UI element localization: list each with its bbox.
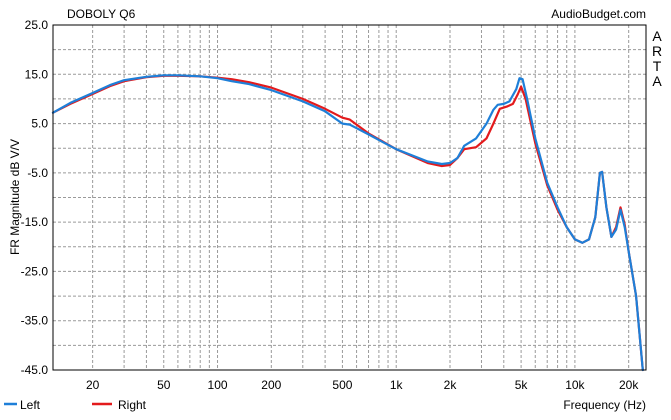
x-tick-label: 200 (261, 378, 281, 392)
y-tick-label: 25.0 (25, 18, 49, 32)
x-axis-label: Frequency (Hz) (563, 398, 646, 412)
legend: Left Right (4, 398, 147, 412)
arta-letter: R (652, 43, 662, 59)
x-tick-label: 1k (390, 378, 404, 392)
legend-left-label: Left (20, 398, 41, 412)
y-axis-label: FR Magnitude dB V/V (8, 139, 22, 255)
arta-letter: T (653, 58, 662, 74)
x-tick-label: 20k (619, 378, 639, 392)
y-tick-label: -35.0 (21, 314, 49, 328)
x-tick-label: 20 (86, 378, 100, 392)
x-tick-label: 500 (332, 378, 352, 392)
x-tick-label: 2k (444, 378, 458, 392)
x-tick-label: 5k (515, 378, 529, 392)
legend-right-label: Right (118, 398, 147, 412)
arta-letter: A (652, 28, 662, 44)
arta-letter: A (652, 73, 662, 89)
x-tick-label: 10k (565, 378, 585, 392)
x-axis-ticks: 20 50 100 200 500 1k 2k 5k 10k 20k (86, 378, 639, 392)
y-tick-label: 5.0 (31, 117, 48, 131)
series-layer (51, 74, 644, 372)
grid-lines (53, 24, 646, 371)
series-line-left (51, 74, 644, 372)
chart-title: DOBOLY Q6 (67, 7, 136, 21)
series-line-right (51, 74, 644, 372)
x-tick-label: 100 (208, 378, 228, 392)
plot-frame (52, 24, 647, 371)
y-tick-label: -15.0 (21, 215, 49, 229)
y-tick-label: -25.0 (21, 264, 49, 278)
x-tick-label: 50 (157, 378, 171, 392)
source-label: AudioBudget.com (551, 7, 646, 21)
y-axis-ticks: 25.0 15.0 5.0 -5.0 -15.0 -25.0 -35.0 -45.0 (21, 18, 49, 377)
y-tick-label: -5.0 (27, 166, 48, 180)
y-tick-label: -45.0 (21, 363, 49, 377)
y-tick-label: 15.0 (25, 67, 49, 81)
